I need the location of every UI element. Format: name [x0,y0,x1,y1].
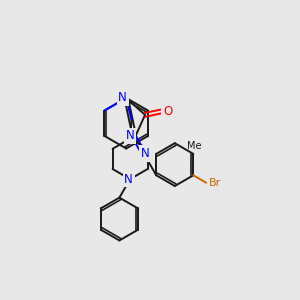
Text: N: N [141,147,149,160]
Text: N: N [126,129,134,142]
Text: O: O [163,105,172,118]
Text: Br: Br [208,178,221,188]
Text: N: N [118,92,127,104]
Text: Me: Me [188,141,202,151]
Text: N: N [124,172,133,186]
